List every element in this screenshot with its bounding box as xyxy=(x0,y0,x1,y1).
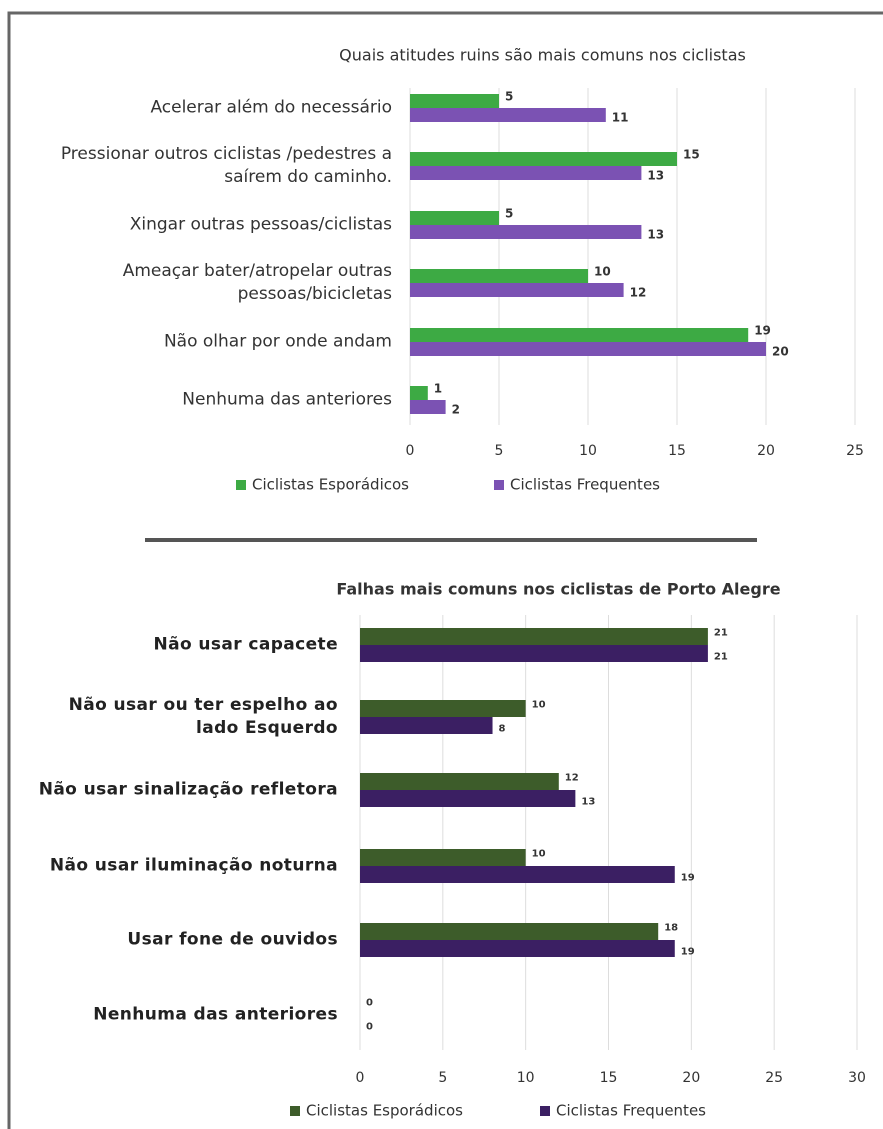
category-label: Não usar sinalização refletora xyxy=(38,779,338,800)
x-tick-label: 5 xyxy=(438,1070,447,1086)
value-label: 5 xyxy=(505,90,513,104)
value-label: 10 xyxy=(594,265,611,279)
value-label: 5 xyxy=(505,207,513,221)
bar xyxy=(360,628,708,645)
x-tick-label: 15 xyxy=(668,443,686,459)
value-label: 12 xyxy=(630,286,647,300)
bar xyxy=(360,866,675,883)
bar xyxy=(360,717,493,734)
bar xyxy=(410,211,499,225)
bar xyxy=(410,152,677,166)
bar xyxy=(410,342,766,356)
category-label: Não usar ou ter espelho ao lado Esquerdo xyxy=(68,695,338,738)
bar xyxy=(410,225,642,239)
bar xyxy=(410,283,624,297)
category-label: Ameaçar bater/atropelar outras pessoas/b… xyxy=(122,261,392,304)
value-label: 10 xyxy=(532,849,546,860)
value-label: 13 xyxy=(647,228,664,242)
bar xyxy=(360,940,675,957)
category-label: Não usar capacete xyxy=(153,634,338,655)
bar xyxy=(410,400,446,414)
bar xyxy=(410,166,642,180)
value-label: 11 xyxy=(612,111,629,125)
value-label: 15 xyxy=(683,148,700,162)
category-label: Usar fone de ouvidos xyxy=(127,929,338,950)
bar xyxy=(360,700,526,717)
value-label: 19 xyxy=(681,873,695,884)
value-label: 18 xyxy=(664,923,678,934)
value-label: 13 xyxy=(581,797,595,808)
category-label: Nenhuma das anteriores xyxy=(182,389,392,410)
value-label: 2 xyxy=(452,403,460,417)
bar xyxy=(360,645,708,662)
x-tick-label: 5 xyxy=(495,443,504,459)
bar xyxy=(360,849,526,866)
x-tick-label: 20 xyxy=(682,1070,700,1086)
value-label: 19 xyxy=(754,324,771,338)
category-label: Xingar outras pessoas/ciclistas xyxy=(129,214,392,235)
x-tick-label: 20 xyxy=(757,443,775,459)
value-label: 12 xyxy=(565,773,579,784)
value-label: 0 xyxy=(366,1022,373,1033)
legend-swatch xyxy=(540,1106,550,1116)
legend-label: Ciclistas Esporádicos xyxy=(252,476,409,494)
x-tick-label: 10 xyxy=(517,1070,535,1086)
x-tick-label: 0 xyxy=(356,1070,365,1086)
legend-label: Ciclistas Frequentes xyxy=(556,1102,706,1120)
value-label: 8 xyxy=(499,724,506,735)
x-tick-label: 10 xyxy=(579,443,597,459)
bar xyxy=(410,328,749,342)
value-label: 21 xyxy=(714,652,728,663)
category-label: Não olhar por onde andam xyxy=(163,331,392,352)
bar xyxy=(360,773,559,790)
value-label: 20 xyxy=(772,345,789,359)
legend-swatch xyxy=(494,480,504,490)
bar xyxy=(360,923,659,940)
x-tick-label: 25 xyxy=(765,1070,783,1086)
x-tick-label: 0 xyxy=(406,443,415,459)
value-label: 21 xyxy=(714,628,728,639)
legend-label: Ciclistas Frequentes xyxy=(510,476,660,494)
legend-label: Ciclistas Esporádicos xyxy=(306,1102,463,1120)
bar xyxy=(410,269,588,283)
value-label: 19 xyxy=(681,947,695,958)
category-label: Não usar iluminação noturna xyxy=(49,855,338,876)
x-tick-label: 30 xyxy=(848,1070,866,1086)
frame xyxy=(7,11,883,1129)
bar xyxy=(410,94,499,108)
bar xyxy=(360,790,576,807)
value-label: 10 xyxy=(532,700,546,711)
legend-swatch xyxy=(236,480,246,490)
x-tick-label: 25 xyxy=(846,443,864,459)
chart-title: Quais atitudes ruins são mais comuns nos… xyxy=(339,46,746,65)
category-label: Acelerar além do necessário xyxy=(150,97,392,118)
category-label: Nenhuma das anteriores xyxy=(93,1004,338,1025)
chart-title: Falhas mais comuns nos ciclistas de Port… xyxy=(336,580,780,599)
value-label: 0 xyxy=(366,998,373,1009)
category-label: Pressionar outros ciclistas /pedestres a… xyxy=(60,144,392,187)
bar xyxy=(410,386,428,400)
value-label: 13 xyxy=(647,169,664,183)
legend-swatch xyxy=(290,1106,300,1116)
bar xyxy=(410,108,606,122)
value-label: 1 xyxy=(434,382,442,396)
x-tick-label: 15 xyxy=(600,1070,618,1086)
